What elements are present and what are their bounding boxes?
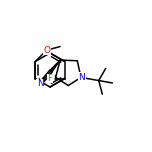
Polygon shape — [50, 60, 60, 72]
Text: N: N — [37, 79, 44, 88]
Text: N: N — [79, 73, 85, 82]
Text: F: F — [47, 74, 52, 83]
Text: O: O — [43, 46, 50, 55]
